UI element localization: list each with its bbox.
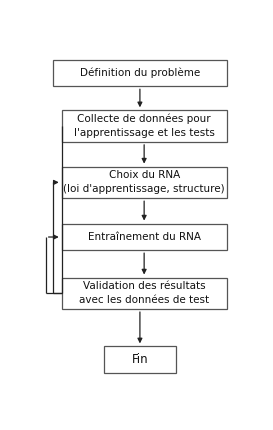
FancyBboxPatch shape xyxy=(62,278,227,309)
FancyBboxPatch shape xyxy=(53,60,227,86)
Text: Fin: Fin xyxy=(132,353,148,366)
FancyBboxPatch shape xyxy=(62,167,227,198)
FancyBboxPatch shape xyxy=(104,346,176,373)
Text: Validation des résultats
avec les données de test: Validation des résultats avec les donnée… xyxy=(79,281,209,305)
Text: Choix du RNA
(loi d'apprentissage, structure): Choix du RNA (loi d'apprentissage, struc… xyxy=(63,170,225,194)
FancyBboxPatch shape xyxy=(62,224,227,250)
Text: Collecte de données pour
l'apprentissage et les tests: Collecte de données pour l'apprentissage… xyxy=(74,114,215,138)
Text: Définition du problème: Définition du problème xyxy=(80,68,200,78)
Text: Entraînement du RNA: Entraînement du RNA xyxy=(88,232,201,242)
FancyBboxPatch shape xyxy=(62,111,227,142)
